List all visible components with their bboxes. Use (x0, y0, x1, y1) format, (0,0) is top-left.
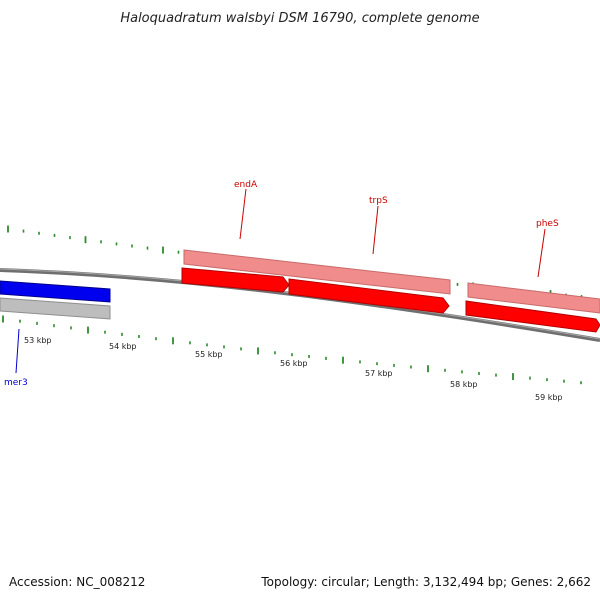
leader-line-trpS (372, 205, 379, 255)
accession-label: Accession: NC_008212 (9, 575, 145, 589)
forward-cds-trpS (288, 278, 450, 314)
reverse-cds-light (0, 297, 111, 320)
light-cds-2 (467, 282, 600, 314)
reverse-features (0, 280, 111, 320)
reverse-cds-mer3 (0, 280, 111, 303)
genome-summary: Topology: circular; Length: 3,132,494 bp… (260, 575, 591, 589)
axis-label-54kbp: 54 kbp (109, 342, 137, 351)
axis-label-59kbp: 59 kbp (535, 393, 563, 402)
axis-label-53kbp: 53 kbp (24, 336, 52, 345)
axis-label-58kbp: 58 kbp (450, 380, 478, 389)
forward-cds-features (181, 267, 600, 333)
backbone-line (0, 268, 600, 342)
forward-light-features (183, 249, 600, 314)
leader-line-mer3 (15, 328, 20, 374)
light-cds-1 (183, 249, 451, 295)
forward-cds-pheS (465, 300, 600, 333)
gene-labels: endA trpS pheS mer3 (4, 180, 559, 388)
inner-tick-row (2, 315, 582, 385)
axis-label-57kbp: 57 kbp (365, 369, 393, 378)
leader-line-endA (239, 188, 247, 240)
leader-line-pheS (537, 228, 546, 278)
axis-label-56kbp: 56 kbp (280, 359, 308, 368)
genome-title: Haloquadratum walsbyi DSM 16790, complet… (120, 11, 479, 26)
gene-label-endA: endA (234, 180, 258, 190)
gene-label-pheS: pheS (536, 219, 559, 229)
forward-cds-endA (181, 267, 290, 293)
gene-label-trpS: trpS (369, 196, 388, 206)
position-axis: 53 kbp 54 kbp 55 kbp 56 kbp 57 kbp 58 kb… (24, 336, 563, 402)
axis-label-55kbp: 55 kbp (195, 350, 223, 359)
gene-label-mer3: mer3 (4, 378, 28, 388)
